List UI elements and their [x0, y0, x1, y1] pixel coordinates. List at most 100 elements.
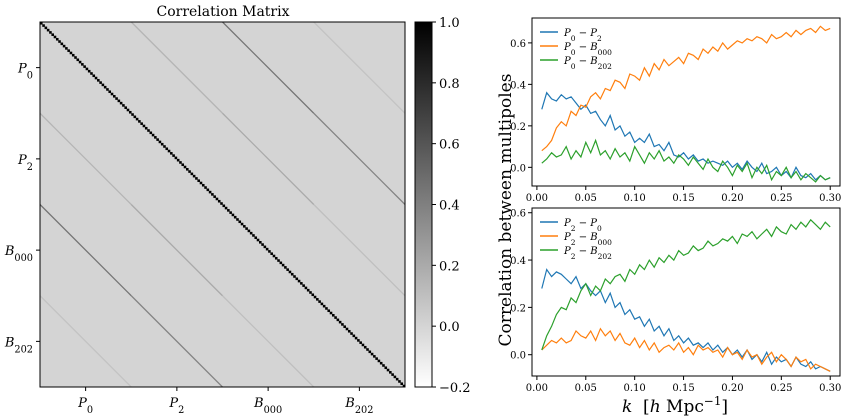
heatmap-cross-diagonal [39, 295, 132, 388]
heatmap-diagonal-cell [254, 236, 258, 240]
heatmap-diagonal-cell [206, 188, 210, 192]
x-tick-label: 0.05 [575, 383, 597, 394]
heatmap-diagonal-cell [156, 138, 159, 141]
heatmap-diagonal-cell [277, 259, 280, 262]
heatmap-diagonal-cell [375, 357, 378, 360]
heatmap-diagonal-cell [236, 218, 239, 221]
legend-entry: P2 − B202 [563, 246, 612, 261]
colorbar-tick-label: −0.2 [439, 381, 471, 396]
heatmap-diagonal-cell [347, 329, 351, 333]
heatmap-cross-diagonal [39, 112, 132, 205]
colorbar-ticks: 1.0 0.8 0.6 0.4 0.2 0.0 −0.2 [432, 16, 471, 396]
heatmap-diagonal-cell [181, 163, 185, 167]
heatmap-diagonal-cell [322, 304, 326, 308]
y-tick-label: 0.6 [510, 209, 526, 220]
x-tick-label: 0.15 [672, 193, 694, 204]
heatmap-diagonal-cell [272, 254, 276, 258]
heatmap-diagonal-cell [284, 266, 287, 269]
heatmap-diagonal-cell [320, 302, 324, 306]
heatmap-diagonal-cell [354, 336, 358, 340]
heatmap-diagonal-cell [270, 252, 273, 255]
heatmap-diagonal-cell [359, 341, 362, 344]
heatmap-diagonal-cell [195, 177, 198, 180]
heatmap-diagonal-cell [128, 110, 132, 114]
heatmap-diagonal-cell [60, 42, 64, 46]
series-line-3 [541, 218, 831, 351]
heatmap-diagonal-cell [249, 231, 253, 235]
heatmap-diagonal-cell [113, 95, 116, 98]
heatmap-diagonal-cell [201, 183, 205, 187]
heatmap-diagonal-cell [117, 99, 121, 103]
heatmap-y-ticks: P0 P2 B000 B202 [4, 62, 40, 355]
heatmap-diagonal-cell [197, 179, 200, 182]
heatmap-diagonal-cell [224, 206, 228, 210]
heatmap-diagonal-cell [151, 133, 155, 137]
heatmap-diagonal-cell [265, 247, 269, 251]
heatmap-diagonal-cell [213, 195, 216, 198]
heatmap-cross-diagonal [313, 21, 406, 114]
heatmap-diagonal-cell [398, 380, 401, 383]
heatmap-cross-diagonal [130, 295, 223, 388]
heatmap-diagonal-cell [391, 373, 394, 376]
heatmap-diagonal-cell [370, 352, 374, 356]
heatmap-cross-diagonal [130, 204, 223, 297]
heatmap-diagonal-cell [87, 69, 91, 73]
heatmap-diagonal-cell [229, 211, 232, 214]
heatmap-diagonal-cell [108, 90, 112, 94]
heatmap-diagonal-cell [345, 327, 349, 331]
heatmap-diagonal-cell [316, 298, 319, 301]
heatmap-diagonal-cell [46, 28, 50, 32]
legend-entry: P2 − B000 [563, 232, 612, 247]
heatmap-diagonal-cell [286, 268, 289, 271]
heatmap-diagonal-cell [170, 152, 173, 155]
heatmap-cross-diagonal [130, 21, 223, 114]
legend-entry: P0 − B000 [563, 42, 612, 57]
heatmap-y-tick-label: P0 [17, 62, 33, 82]
heatmap-diagonal-cell [71, 53, 75, 57]
heatmap-x-tick-label: B202 [344, 396, 373, 416]
colorbar [414, 21, 433, 388]
heatmap-diagonal-cell [49, 31, 52, 34]
heatmap-diagonal-cell [167, 149, 171, 153]
heatmap-diagonal-cell [363, 345, 367, 349]
heatmap-diagonal-cell [220, 202, 223, 205]
x-tick-label: 0.25 [770, 383, 792, 394]
heatmap-diagonal-cell [215, 197, 219, 201]
heatmap-diagonal-cell [142, 124, 146, 128]
heatmap-diagonal-cell [135, 117, 139, 121]
heatmap-diagonal-cell [402, 384, 406, 388]
heatmap-diagonal-cell [101, 83, 105, 87]
heatmap-x-tick-label: B000 [253, 396, 282, 416]
heatmap-cross-diagonal [222, 112, 315, 205]
heatmap-diagonal-cell [357, 339, 360, 342]
heatmap-diagonal-cell [103, 85, 107, 89]
colorbar-tick-label: 0.4 [439, 199, 460, 214]
top-line-panel: 0.0 0.2 0.4 0.6 0.00 0.05 0.10 0.15 0.20 0.25 0.30… [510, 17, 841, 204]
heatmap-diagonal-cell [393, 375, 397, 379]
heatmap-diagonal-cell [192, 174, 196, 178]
heatmap-diagonal-cell [395, 377, 399, 381]
heatmap-x-tick-label: P2 [168, 396, 184, 416]
heatmap-frame [39, 21, 406, 388]
heatmap-diagonal-cell [44, 26, 48, 30]
heatmap-diagonal-cell [97, 79, 100, 82]
plot-area [531, 17, 841, 187]
heatmap-diagonal-cell [279, 261, 283, 265]
heatmap-diagonal-cell [274, 256, 278, 260]
y-tick-label: 0.0 [510, 163, 526, 174]
x-tick-label: 0.00 [526, 193, 548, 204]
heatmap-diagonal-cell [379, 361, 383, 365]
heatmap-diagonal-cell [160, 142, 164, 146]
series-line-3 [541, 138, 831, 183]
heatmap-diagonal-cell [400, 382, 404, 386]
heatmap-diagonal-cell [338, 320, 342, 324]
series-line-2 [541, 25, 831, 152]
heatmap-diagonal-cell [311, 293, 315, 297]
bottom-line-panel: 0.0 0.2 0.4 0.6 0.00 0.05 0.10 0.15 0.20 0.25 0.30… [510, 207, 841, 394]
colorbar-tick-label: 1.0 [439, 16, 460, 31]
heatmap-diagonal-cell [302, 284, 305, 287]
heatmap-x-ticks: P0 P2 B000 B202 [77, 387, 373, 416]
heatmap-diagonal-cell [329, 311, 333, 315]
heatmap-diagonal-cell [263, 245, 267, 249]
